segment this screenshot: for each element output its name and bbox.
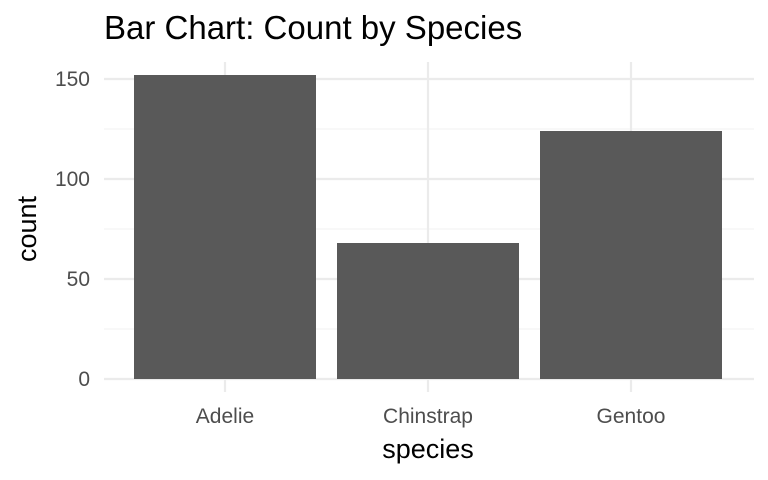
x-axis-ticks: Adelie Chinstrap Gentoo xyxy=(196,405,666,428)
bar-chinstrap xyxy=(337,243,519,379)
y-tick-label: 100 xyxy=(55,168,90,191)
x-axis-title: species xyxy=(382,434,474,464)
y-tick-label: 50 xyxy=(67,268,90,291)
chart-title: Bar Chart: Count by Species xyxy=(104,9,522,46)
y-axis-title: count xyxy=(12,195,42,262)
x-tick-label: Gentoo xyxy=(597,405,666,428)
y-tick-label: 0 xyxy=(78,368,90,391)
bar-adelie xyxy=(134,75,316,379)
x-tick-label: Adelie xyxy=(196,405,254,428)
bars xyxy=(134,75,722,379)
bar-gentoo xyxy=(540,131,722,379)
x-tick-label: Chinstrap xyxy=(383,405,473,428)
y-axis-ticks: 0 50 100 150 xyxy=(55,68,90,391)
y-tick-label: 150 xyxy=(55,68,90,91)
